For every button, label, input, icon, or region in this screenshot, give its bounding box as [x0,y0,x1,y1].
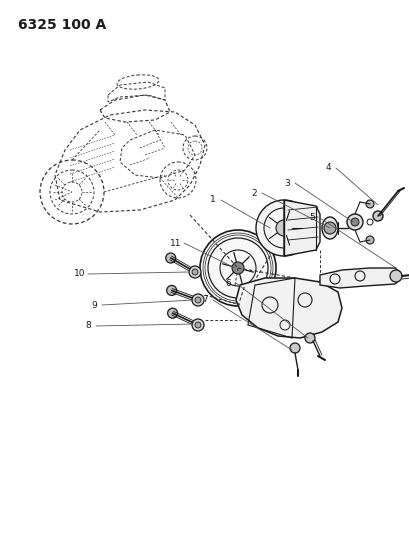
Circle shape [255,200,311,256]
Text: 8: 8 [85,321,91,330]
Circle shape [195,297,200,303]
Circle shape [289,343,299,353]
Circle shape [191,269,198,275]
Polygon shape [283,200,319,256]
Circle shape [365,236,373,244]
Circle shape [166,286,176,295]
Circle shape [200,230,275,306]
Circle shape [365,200,373,208]
Polygon shape [319,268,399,288]
Circle shape [350,218,358,226]
Polygon shape [236,278,341,338]
Circle shape [195,322,200,328]
Circle shape [167,308,177,318]
Circle shape [191,294,204,306]
Circle shape [191,319,204,331]
Text: 3: 3 [283,179,289,188]
Text: 6325 100 A: 6325 100 A [18,18,106,32]
Text: 9: 9 [91,301,97,310]
Circle shape [389,270,401,282]
Circle shape [189,266,200,278]
Circle shape [275,220,291,236]
Text: 6: 6 [225,279,230,287]
Circle shape [323,222,335,234]
Text: 5: 5 [308,214,314,222]
Text: 2: 2 [251,189,256,198]
Text: 10: 10 [74,270,85,279]
Circle shape [304,333,314,343]
Circle shape [231,262,243,274]
Text: 4: 4 [324,164,330,173]
Text: 1: 1 [210,196,216,205]
Circle shape [165,253,175,263]
Circle shape [346,214,362,230]
Text: 7: 7 [202,295,207,304]
Circle shape [372,211,382,221]
Text: 11: 11 [170,238,181,247]
Ellipse shape [321,217,337,239]
